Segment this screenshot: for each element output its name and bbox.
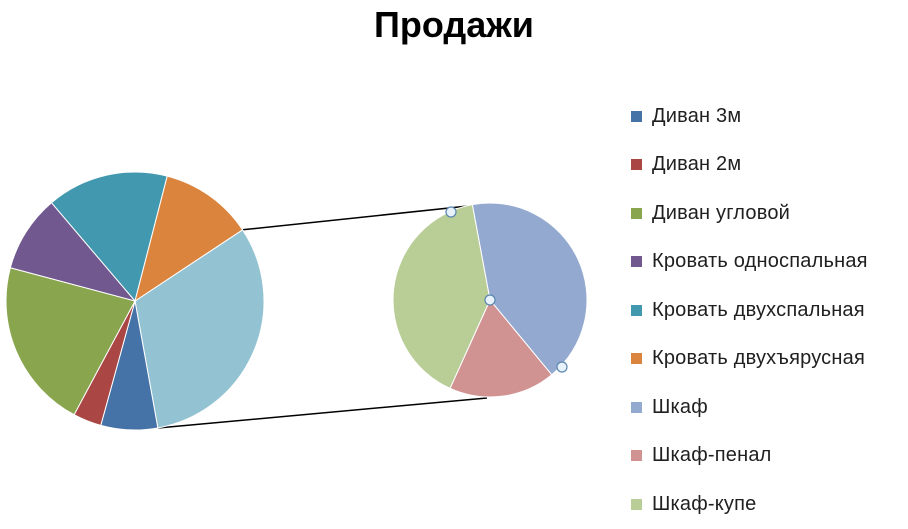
legend-item-шкаф[interactable]: Шкаф: [631, 383, 868, 432]
legend-swatch: [631, 159, 642, 171]
legend-swatch: [631, 256, 642, 268]
legend-label: Шкаф: [652, 395, 708, 418]
legend-item-диван-2м[interactable]: Диван 2м: [631, 141, 868, 190]
legend-item-шкаф-купе[interactable]: Шкаф-купе: [631, 480, 868, 529]
legend-label: Диван 3м: [652, 104, 742, 127]
secondary-pie: [392, 202, 588, 398]
legend-label: Шкаф-пенал: [652, 444, 772, 467]
slice-other[interactable]: [134, 229, 265, 429]
legend-swatch: [631, 207, 642, 219]
secondary-slice-шкаф-пенал[interactable]: [449, 299, 553, 398]
selection-handle[interactable]: [556, 361, 568, 373]
chart-title: Продажи: [374, 4, 534, 45]
slice-диван-угловой[interactable]: [5, 267, 136, 416]
legend-label: Кровать двухъярусная: [652, 347, 865, 370]
legend-swatch: [631, 401, 642, 413]
connector-line-top: [242, 203, 488, 231]
slice-кровать-односпальная[interactable]: [9, 201, 137, 302]
selection-handle[interactable]: [484, 294, 496, 306]
selection-handles: [445, 206, 568, 373]
legend: Диван 3м Диван 2м Диван угловой Кровать одн…: [631, 92, 868, 529]
selection-handle[interactable]: [445, 206, 457, 218]
legend-label: Диван угловой: [652, 201, 791, 224]
legend-label: Шкаф-купе: [652, 492, 757, 515]
legend-label: Кровать односпальная: [652, 250, 868, 273]
pie-of-pie-chart: [5, 171, 588, 431]
connector-line-bottom: [157, 397, 488, 429]
secondary-slice-шкаф-купе[interactable]: [392, 204, 491, 390]
legend-item-диван-3м[interactable]: Диван 3м: [631, 92, 868, 141]
legend-item-диван-угловой[interactable]: Диван угловой: [631, 189, 868, 238]
legend-item-кровать-односпальная[interactable]: Кровать односпальная: [631, 238, 868, 287]
legend-swatch: [631, 304, 642, 316]
slice-кровать-двухъярусная[interactable]: [134, 175, 244, 303]
legend-swatch: [631, 353, 642, 365]
slice-кровать-двухспальная[interactable]: [50, 171, 168, 303]
legend-swatch: [631, 498, 642, 510]
connector-lines: [157, 203, 488, 429]
secondary-slice-шкаф[interactable]: [471, 202, 588, 376]
legend-label: Диван 2м: [652, 153, 742, 176]
main-pie: [5, 171, 265, 431]
legend-swatch: [631, 450, 642, 462]
legend-item-шкаф-пенал[interactable]: Шкаф-пенал: [631, 432, 868, 481]
legend-label: Кровать двухспальная: [652, 298, 865, 321]
legend-item-кровать-двухъярусная[interactable]: Кровать двухъярусная: [631, 335, 868, 384]
legend-swatch: [631, 110, 642, 122]
legend-item-кровать-двухспальная[interactable]: Кровать двухспальная: [631, 286, 868, 335]
